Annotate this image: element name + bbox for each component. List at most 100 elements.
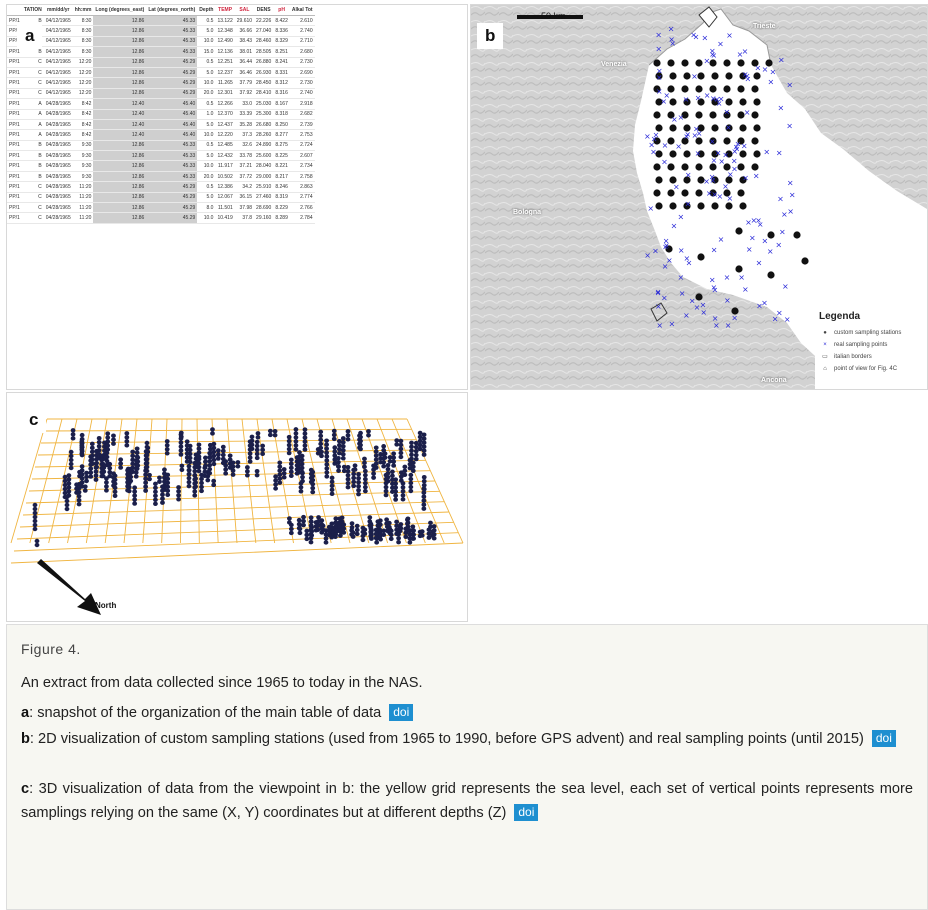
sample-point xyxy=(421,482,427,488)
sample-point xyxy=(178,434,184,440)
map-canvas: ××××××××××××××××××××××××××××××××××××××××… xyxy=(471,5,927,389)
sample-point xyxy=(287,516,292,521)
sample-cross: × xyxy=(663,91,670,100)
station-dot xyxy=(753,124,761,132)
table-cell: 8.277 xyxy=(273,129,290,141)
sample-point xyxy=(192,468,198,474)
sample-point xyxy=(196,468,202,474)
sample-point xyxy=(308,475,314,481)
sample-point xyxy=(402,472,408,478)
sample-point xyxy=(165,492,171,498)
sample-point xyxy=(93,465,99,470)
table-cell: 12.437 xyxy=(215,119,235,131)
table-row: PP/1 C 04/12/1965 12:20 12.86 45.29 20.0 12.301… xyxy=(7,88,315,100)
station-dot xyxy=(725,124,733,132)
sample-point xyxy=(319,518,325,523)
doi-link-c[interactable]: doi xyxy=(514,804,539,821)
sample-point xyxy=(104,454,110,460)
sample-point xyxy=(277,460,283,465)
sample-point xyxy=(124,435,130,440)
table-cell: 2.610 xyxy=(289,15,315,27)
panel-a-table-snapshot: TATION mm/dd/yr hh:mm Long (degrees_east) La… xyxy=(6,4,468,390)
sample-point xyxy=(79,464,85,469)
sample-point xyxy=(68,461,74,467)
sample-point xyxy=(351,471,357,477)
table-cell: 8:30 xyxy=(72,15,94,27)
sample-point xyxy=(260,451,266,457)
sample-point xyxy=(124,431,130,436)
north-label: North xyxy=(95,601,117,610)
sample-point xyxy=(230,472,236,477)
sample-point xyxy=(371,475,377,480)
sample-cross: × xyxy=(663,237,670,246)
sample-point xyxy=(176,497,181,502)
sample-point xyxy=(398,526,404,531)
sample-point xyxy=(89,449,95,455)
sample-point xyxy=(134,446,140,451)
table-cell: 35.28 xyxy=(234,119,255,131)
sample-point xyxy=(407,532,413,537)
sample-point xyxy=(373,461,379,466)
table-cell: 8.319 xyxy=(273,192,290,204)
sample-point xyxy=(351,475,357,481)
sample-point xyxy=(32,502,38,508)
sample-point xyxy=(332,445,338,450)
sample-point xyxy=(207,466,213,472)
sample-point xyxy=(235,464,241,469)
sample-point xyxy=(207,446,213,452)
station-dot xyxy=(681,137,689,145)
sample-cross: × xyxy=(679,289,686,298)
sample-point xyxy=(421,452,427,457)
station-dot xyxy=(723,85,731,93)
sample-point xyxy=(391,459,397,464)
sample-cross: × xyxy=(669,320,676,329)
sample-point xyxy=(302,435,308,440)
sample-point xyxy=(335,455,341,461)
sample-cross: × xyxy=(656,66,663,75)
sample-point xyxy=(135,455,141,460)
table-cell: C xyxy=(21,202,44,214)
sample-cross: × xyxy=(741,141,748,150)
doi-link-a[interactable]: doi xyxy=(389,704,414,721)
station-dot xyxy=(667,85,675,93)
sample-point xyxy=(186,463,192,469)
sample-point xyxy=(331,436,337,442)
sample-cross: × xyxy=(775,241,782,250)
table-cell: C xyxy=(21,212,44,224)
sample-point xyxy=(88,470,94,475)
sample-cross: × xyxy=(661,157,668,166)
sample-point xyxy=(362,476,368,482)
table-cell: 04/12/1965 xyxy=(43,77,73,89)
sample-point xyxy=(157,475,162,480)
sample-point xyxy=(76,501,82,507)
station-dot xyxy=(669,72,677,80)
sample-point xyxy=(362,468,368,474)
table-cell: 8.217 xyxy=(273,171,290,183)
sample-cross: × xyxy=(735,139,742,148)
sample-point xyxy=(32,526,38,532)
station-dot xyxy=(711,176,719,184)
sample-point xyxy=(318,433,324,439)
table-cell: 20.0 xyxy=(197,171,216,183)
sample-point xyxy=(332,449,338,454)
table-cell: 5.0 xyxy=(197,192,216,204)
table-cell: 8.312 xyxy=(273,77,290,89)
table-cell: 12.251 xyxy=(215,57,235,68)
station-dot xyxy=(697,72,705,80)
table-cell: 8.167 xyxy=(273,98,290,110)
station-dot xyxy=(655,124,663,132)
sample-point xyxy=(277,476,283,481)
sample-point xyxy=(286,446,292,452)
sample-point xyxy=(207,450,213,456)
sample-point xyxy=(388,532,394,538)
table-cell: 12.220 xyxy=(215,129,235,141)
doi-link-b[interactable]: doi xyxy=(871,730,896,747)
grid-line xyxy=(196,418,200,544)
sample-point xyxy=(178,430,184,436)
sample-point xyxy=(324,446,329,451)
station-dot xyxy=(723,163,731,171)
sample-point xyxy=(373,527,379,533)
table-cell: 28.690 xyxy=(254,202,274,214)
sample-cross: × xyxy=(663,241,670,250)
table-cell: 37.21 xyxy=(234,160,255,172)
